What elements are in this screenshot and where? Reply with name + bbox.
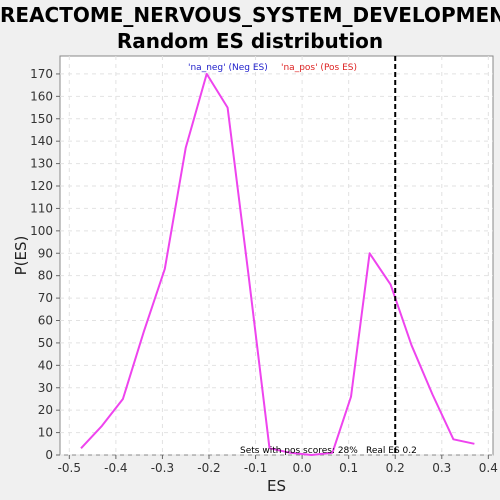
plot-area bbox=[59, 55, 494, 456]
y-tick-label: 70 bbox=[38, 291, 53, 305]
series-group bbox=[80, 72, 475, 456]
x-tick-label: 0.2 bbox=[386, 461, 405, 475]
chart-title-line2: Random ES distribution bbox=[116, 29, 384, 53]
y-tick-label: 160 bbox=[30, 89, 53, 103]
pos-scores-annotation: Sets with pos scores: 28% bbox=[240, 446, 358, 456]
series-line bbox=[80, 72, 475, 456]
y-tick-label: 60 bbox=[38, 314, 53, 328]
y-tick-label: 30 bbox=[38, 381, 53, 395]
x-tick-label: -0.3 bbox=[151, 461, 174, 475]
y-tick-label: 40 bbox=[38, 358, 53, 372]
y-tick-label: 20 bbox=[38, 403, 53, 417]
axis-ticks: 0 10 20 30 40 50 60 70 80 90 100 110 120 130 140 150 160… bbox=[30, 67, 498, 475]
x-tick-label: 0.3 bbox=[432, 461, 451, 475]
y-tick-label: 110 bbox=[30, 201, 53, 215]
x-tick-label: -0.2 bbox=[197, 461, 220, 475]
y-tick-label: 10 bbox=[38, 426, 53, 440]
y-tick-label: 100 bbox=[30, 224, 53, 238]
y-tick-label: 150 bbox=[30, 112, 53, 126]
legend: 'na_neg' (Neg ES) 'na_pos' (Pos ES) bbox=[188, 63, 357, 73]
x-tick-label: -0.4 bbox=[104, 461, 127, 475]
legend-entry: 'na_pos' (Pos ES) bbox=[281, 63, 357, 73]
y-tick-label: 50 bbox=[38, 336, 53, 350]
legend-entry: 'na_neg' (Neg ES) bbox=[188, 63, 268, 73]
y-tick-label: 80 bbox=[38, 269, 53, 283]
y-tick-label: 130 bbox=[30, 157, 53, 171]
chart-title-line1: REACTOME_NERVOUS_SYSTEM_DEVELOPMENT: bbox=[0, 3, 500, 27]
y-axis-label: P(ES) bbox=[12, 236, 30, 276]
chart-title: REACTOME_NERVOUS_SYSTEM_DEVELOPMENT: Ran… bbox=[0, 2, 500, 54]
x-tick-label: 0.1 bbox=[339, 461, 358, 475]
x-axis-label: ES bbox=[267, 477, 286, 495]
y-tick-label: 170 bbox=[30, 67, 53, 81]
y-tick-label: 0 bbox=[45, 448, 53, 462]
y-tick-label: 140 bbox=[30, 134, 53, 148]
x-tick-label: -0.5 bbox=[58, 461, 81, 475]
y-tick-label: 120 bbox=[30, 179, 53, 193]
x-tick-label: 0.4 bbox=[479, 461, 498, 475]
real-es-annotation: Real ES 0.2 bbox=[366, 446, 417, 456]
x-tick-label: 0.0 bbox=[293, 461, 312, 475]
x-tick-label: -0.1 bbox=[244, 461, 267, 475]
y-tick-label: 90 bbox=[38, 246, 53, 260]
grid bbox=[60, 56, 493, 456]
